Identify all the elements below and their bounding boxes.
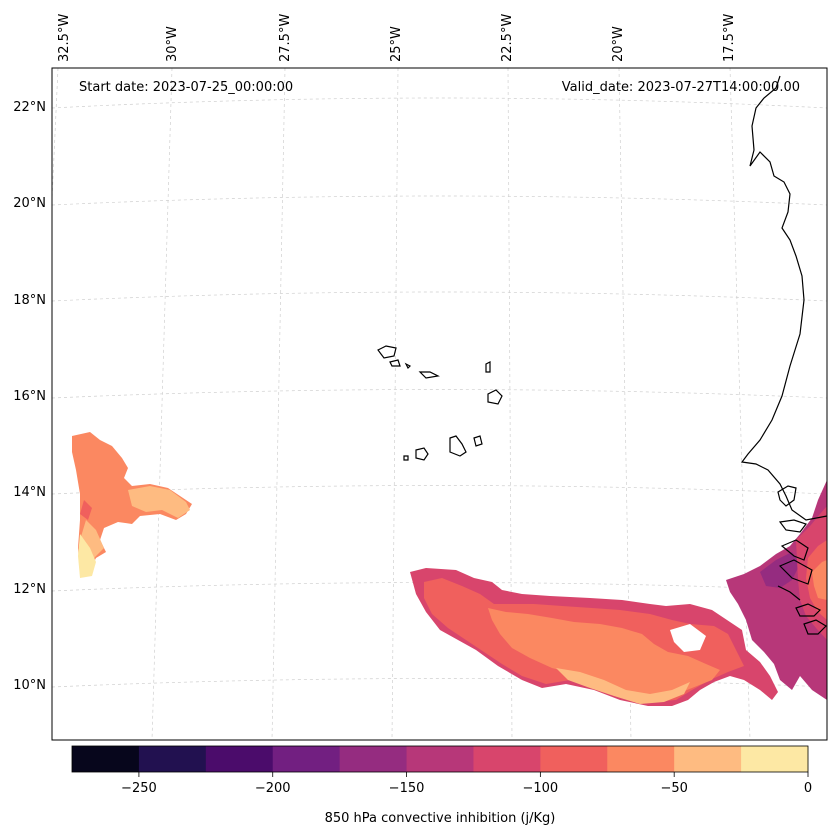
colorbar-tick-label: −100 (523, 781, 559, 796)
cabo-verde-islands (377, 345, 503, 461)
colorbar-swatch (406, 746, 474, 772)
africa-coastline (740, 75, 828, 635)
colorbar-swatch (607, 746, 675, 772)
lon-label: 25°W (389, 26, 404, 62)
colorbar: −250 −200 −150 −100 −50 0 850 hPa convective … (71, 745, 812, 826)
colorbar-swatch (741, 746, 809, 772)
cin-band-south (410, 568, 778, 706)
colorbar-swatches (72, 746, 809, 772)
latitude-labels: 22°N 20°N 18°N 16°N 14°N 12°N 10°N (13, 100, 46, 693)
map-border (51, 67, 828, 741)
lat-label: 22°N (13, 100, 46, 115)
start-date-label: Start date: 2023-07-25_00:00:00 (79, 80, 293, 95)
colorbar-frame (71, 745, 809, 773)
colorbar-tick-label: −250 (121, 781, 157, 796)
lon-label: 27.5°W (278, 14, 293, 62)
colorbar-tick-label: −50 (660, 781, 687, 796)
lon-label: 30°W (165, 26, 180, 62)
lon-label: 17.5°W (722, 14, 737, 62)
colorbar-swatch (138, 746, 207, 772)
lat-label: 20°N (13, 196, 46, 211)
colorbar-swatch (339, 746, 408, 772)
colorbar-tick-label: −150 (389, 781, 425, 796)
lon-label: 22.5°W (500, 14, 515, 62)
lon-label: 32.5°W (57, 14, 72, 62)
longitude-labels: 32.5°W 30°W 27.5°W 25°W 22.5°W 20°W 17.5… (57, 14, 737, 62)
cin-patch-west (72, 432, 192, 578)
colorbar-tick-label: −200 (255, 781, 291, 796)
lat-label: 16°N (13, 389, 46, 404)
lon-label: 20°W (611, 26, 626, 62)
lat-label: 10°N (13, 678, 46, 693)
colorbar-tick-label: 0 (804, 781, 812, 796)
lat-label: 14°N (13, 485, 46, 500)
colorbar-swatch (205, 746, 274, 772)
lat-label: 12°N (13, 582, 46, 597)
colorbar-swatch (473, 746, 541, 772)
colorbar-swatch (72, 746, 140, 772)
colorbar-swatch (540, 746, 608, 772)
colorbar-label: 850 hPa convective inhibition (j/Kg) (325, 811, 556, 826)
colorbar-swatch (674, 746, 742, 772)
colorbar-ticks: −250 −200 −150 −100 −50 0 (121, 772, 812, 796)
valid-date-label: Valid_date: 2023-07-27T14:00:00.00 (562, 80, 800, 95)
lat-label: 18°N (13, 293, 46, 308)
colorbar-swatch (272, 746, 341, 772)
